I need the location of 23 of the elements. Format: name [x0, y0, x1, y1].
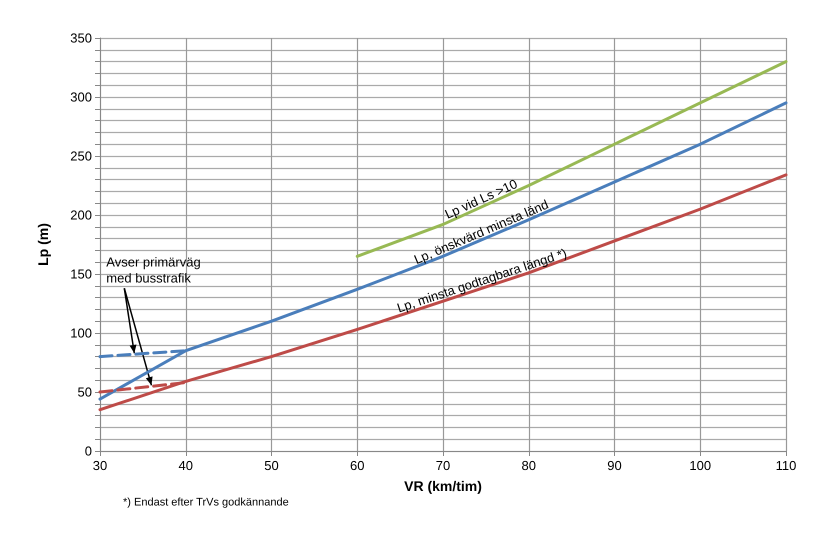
annotation: Avser primärväg med busstrafik	[106, 254, 204, 286]
y-tick-label: 300	[70, 90, 92, 104]
line-series	[98, 173, 788, 412]
x-tick-label: 60	[350, 458, 364, 473]
y-tick-label: 100	[70, 326, 92, 340]
x-tick-label: 90	[607, 458, 622, 473]
text: *) Endast efter TrVs godkännande	[123, 496, 289, 508]
y-tick-label: 50	[78, 384, 92, 400]
x-tick-label: 110	[776, 458, 796, 473]
x-tick-label: 80	[522, 458, 536, 473]
x-tick-label: 70	[436, 458, 450, 473]
x-tick-label: 40	[178, 458, 193, 473]
x-tick-label: 50	[264, 458, 279, 473]
y-tick-label: 150	[70, 266, 92, 282]
x-axis-title: VR (km/tim)	[404, 478, 482, 494]
x-tick-label: 100	[689, 458, 712, 473]
y-tick-label: 250	[70, 148, 92, 164]
x-tick-label: 30	[92, 458, 108, 473]
y-tick-label: 0	[84, 444, 92, 458]
y-axis-title: Lp (m)	[35, 223, 51, 266]
y-tick-label: 350	[70, 30, 92, 46]
line-series	[98, 101, 788, 401]
y-tick-label: 200	[70, 208, 92, 222]
